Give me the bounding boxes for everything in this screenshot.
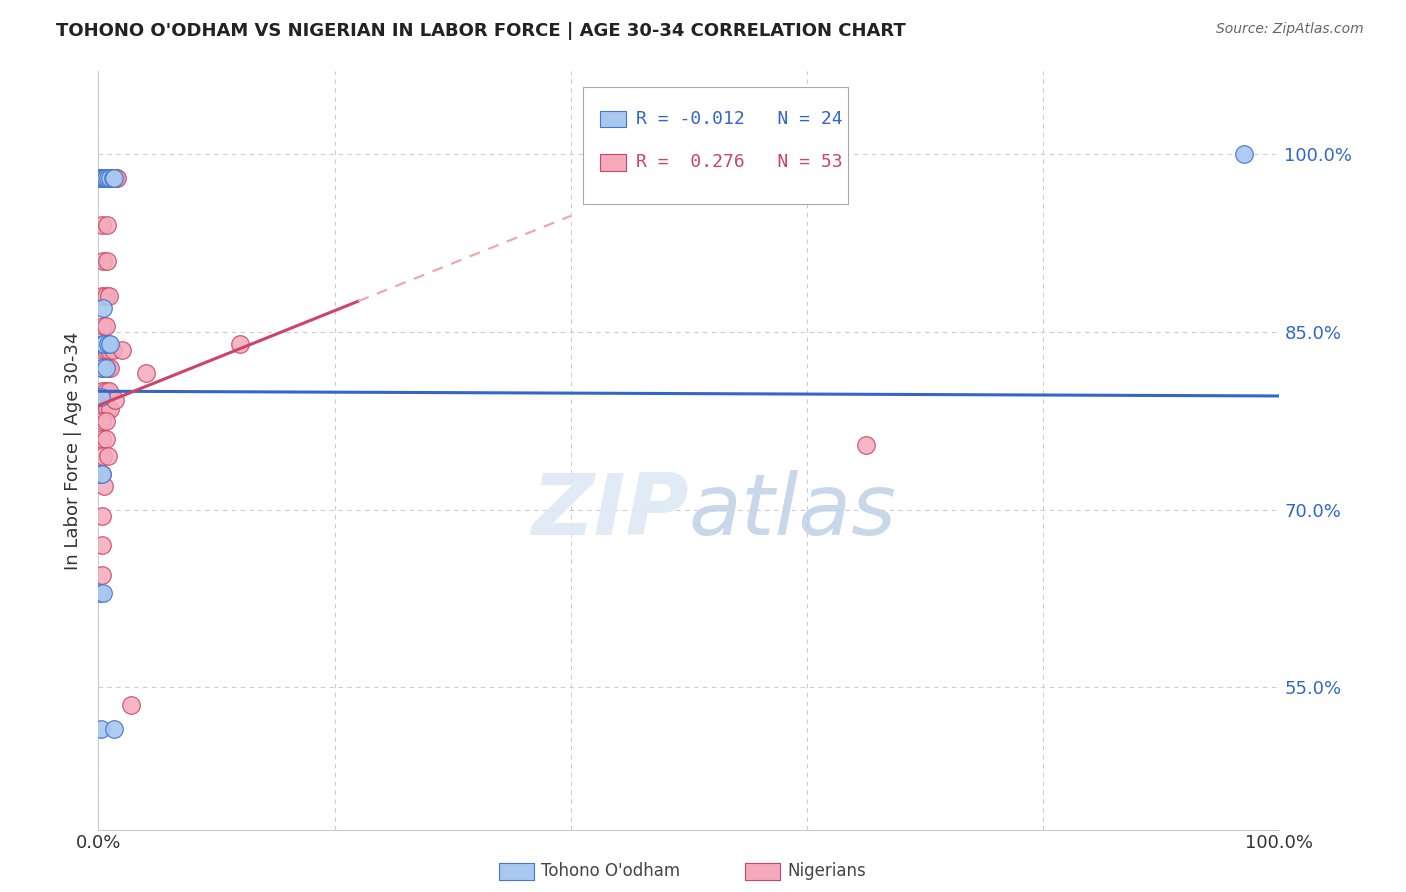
Point bbox=[98, 360, 121, 375]
Point bbox=[89, 585, 111, 599]
Point bbox=[91, 567, 114, 582]
Point bbox=[93, 336, 115, 351]
Text: R = -0.012   N = 24: R = -0.012 N = 24 bbox=[636, 110, 842, 128]
Point bbox=[90, 722, 112, 736]
Y-axis label: In Labor Force | Age 30-34: In Labor Force | Age 30-34 bbox=[63, 331, 82, 570]
Point bbox=[111, 343, 134, 357]
Text: Tohono O'odham: Tohono O'odham bbox=[541, 863, 681, 880]
Point bbox=[135, 367, 157, 381]
Point bbox=[93, 360, 115, 375]
Point bbox=[98, 343, 121, 357]
Point bbox=[98, 289, 121, 303]
Point bbox=[101, 171, 124, 186]
Point bbox=[91, 301, 114, 316]
Point bbox=[93, 479, 115, 493]
Point bbox=[91, 336, 114, 351]
Point bbox=[91, 360, 114, 375]
Point bbox=[101, 343, 124, 357]
Text: Nigerians: Nigerians bbox=[787, 863, 866, 880]
Point bbox=[94, 343, 117, 357]
Point bbox=[93, 171, 115, 186]
Point bbox=[91, 432, 114, 446]
Point bbox=[93, 171, 115, 186]
Point bbox=[91, 508, 114, 523]
Point bbox=[94, 171, 117, 186]
Text: R =  0.276   N = 53: R = 0.276 N = 53 bbox=[636, 153, 842, 171]
Text: ZIP: ZIP bbox=[531, 469, 689, 553]
Point bbox=[91, 171, 114, 186]
Point bbox=[91, 171, 114, 186]
Point bbox=[90, 171, 112, 186]
Point bbox=[91, 467, 114, 482]
Point bbox=[91, 585, 114, 599]
Point bbox=[91, 414, 114, 428]
Point bbox=[91, 360, 114, 375]
Point bbox=[105, 171, 128, 186]
Point bbox=[105, 171, 128, 186]
Point bbox=[90, 390, 112, 404]
Point bbox=[91, 538, 114, 552]
Point bbox=[94, 414, 117, 428]
Point bbox=[91, 384, 114, 399]
Point bbox=[91, 402, 114, 417]
FancyBboxPatch shape bbox=[582, 87, 848, 204]
Point bbox=[94, 319, 117, 334]
Point bbox=[91, 319, 114, 334]
Point bbox=[94, 171, 117, 186]
Point bbox=[94, 360, 117, 375]
Point bbox=[94, 432, 117, 446]
Text: Source: ZipAtlas.com: Source: ZipAtlas.com bbox=[1216, 22, 1364, 37]
Point bbox=[98, 171, 121, 186]
Point bbox=[98, 402, 121, 417]
Point bbox=[89, 467, 111, 482]
Point bbox=[104, 171, 127, 186]
Point bbox=[98, 384, 121, 399]
Text: TOHONO O'ODHAM VS NIGERIAN IN LABOR FORCE | AGE 30-34 CORRELATION CHART: TOHONO O'ODHAM VS NIGERIAN IN LABOR FORC… bbox=[56, 22, 905, 40]
Point bbox=[91, 343, 114, 357]
Point bbox=[96, 219, 118, 233]
Point bbox=[103, 722, 125, 736]
Point bbox=[97, 360, 120, 375]
Point bbox=[98, 171, 121, 186]
Point bbox=[96, 402, 118, 417]
Point bbox=[100, 171, 122, 186]
Point bbox=[97, 450, 120, 464]
Point bbox=[91, 219, 114, 233]
Point bbox=[91, 450, 114, 464]
Point bbox=[121, 698, 143, 713]
Point bbox=[91, 254, 114, 268]
Point bbox=[97, 336, 120, 351]
Point bbox=[96, 171, 118, 186]
Point bbox=[94, 384, 117, 399]
Point bbox=[101, 171, 124, 186]
Point bbox=[94, 289, 117, 303]
Point bbox=[103, 171, 125, 186]
Point bbox=[91, 467, 114, 482]
Point bbox=[91, 289, 114, 303]
Point bbox=[96, 254, 118, 268]
Bar bbox=[600, 111, 626, 128]
Point bbox=[104, 392, 127, 407]
Point bbox=[103, 171, 125, 186]
Point bbox=[97, 171, 120, 186]
Point bbox=[89, 171, 111, 186]
Point bbox=[1233, 147, 1256, 161]
Text: atlas: atlas bbox=[689, 469, 897, 553]
Point bbox=[855, 437, 877, 451]
Point bbox=[91, 171, 114, 186]
Bar bbox=[600, 154, 626, 170]
Point bbox=[229, 336, 252, 351]
Point bbox=[89, 171, 111, 186]
Point bbox=[98, 336, 121, 351]
